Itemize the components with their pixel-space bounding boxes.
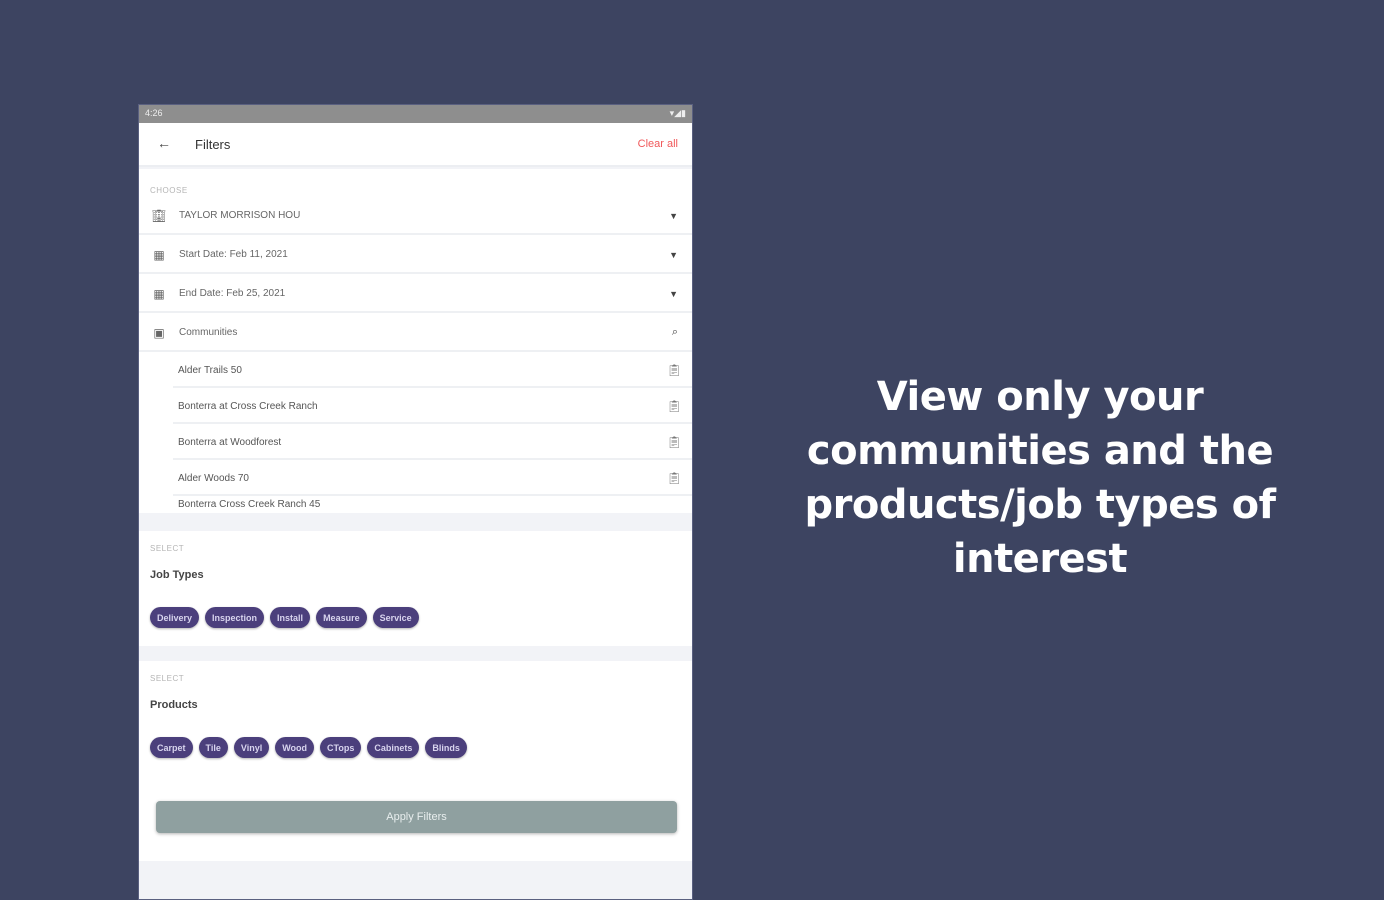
community-name: Bonterra at Woodforest xyxy=(178,436,282,448)
product-chips: Carpet Tile Vinyl Wood CTops Cabinets Bl… xyxy=(150,737,467,758)
community-name: Alder Trails 50 xyxy=(178,364,242,376)
chip-ctops[interactable]: CTops xyxy=(320,737,362,758)
community-name: Bonterra at Cross Creek Ranch xyxy=(178,400,318,412)
chip-measure[interactable]: Measure xyxy=(316,607,367,628)
chevron-down-icon: ▼ xyxy=(669,249,678,260)
chip-service[interactable]: Service xyxy=(372,607,419,628)
clipboard-icon[interactable]: 📋︎ xyxy=(666,471,682,485)
products-title: Products xyxy=(150,699,198,711)
chip-inspection[interactable]: Inspection xyxy=(205,607,265,628)
chip-vinyl[interactable]: Vinyl xyxy=(233,737,270,758)
app-header: ← Filters Clear all xyxy=(139,123,692,167)
community-item[interactable]: Alder Trails 50 📋︎ xyxy=(173,354,692,388)
community-icon: ▣ xyxy=(153,325,165,340)
status-time: 4:26 xyxy=(145,108,163,118)
arrow-left-icon[interactable]: ← xyxy=(157,135,171,151)
builder-value: TAYLOR MORRISON HOU xyxy=(179,210,301,221)
chip-cabinets[interactable]: Cabinets xyxy=(367,737,420,758)
job-types-title: Job Types xyxy=(150,569,204,581)
communities-placeholder: Communities xyxy=(179,327,238,338)
clear-all-button[interactable]: Clear all xyxy=(637,138,678,150)
end-date-dropdown[interactable]: ▦ End Date: Feb 25, 2021 ▼ xyxy=(139,276,692,313)
chevron-down-icon: ▼ xyxy=(669,210,678,221)
community-item[interactable]: Bonterra at Woodforest 📋︎ xyxy=(173,426,692,460)
choose-label: CHOOSE xyxy=(150,186,188,195)
phone-screen: 4:26 ▾◢▮ ← Filters Clear all CHOOSE 🏢︎ TA… xyxy=(138,104,693,900)
end-date-value: End Date: Feb 25, 2021 xyxy=(179,288,286,299)
calendar-icon: ▦ xyxy=(153,286,165,301)
start-date-dropdown[interactable]: ▦ Start Date: Feb 11, 2021 ▼ xyxy=(139,237,692,274)
community-item[interactable]: Bonterra Cross Creek Ranch 45 xyxy=(173,497,692,513)
community-item[interactable]: Bonterra at Cross Creek Ranch 📋︎ xyxy=(173,390,692,424)
apply-filters-button[interactable]: Apply Filters xyxy=(156,801,677,833)
community-item[interactable]: Alder Woods 70 📋︎ xyxy=(173,462,692,496)
community-name: Alder Woods 70 xyxy=(178,472,249,484)
status-icons: ▾◢▮ xyxy=(669,108,686,118)
building-icon: 🏢︎ xyxy=(151,208,167,223)
clipboard-icon[interactable]: 📋︎ xyxy=(666,399,682,413)
search-icon: ⌕ xyxy=(671,326,678,338)
job-type-chips: Delivery Inspection Install Measure Serv… xyxy=(150,607,419,628)
chip-blinds[interactable]: Blinds xyxy=(425,737,467,758)
select-label: SELECT xyxy=(150,544,185,553)
page-title: Filters xyxy=(195,137,231,152)
promo-tagline: View only your communities and the produ… xyxy=(804,374,1276,582)
chevron-down-icon: ▼ xyxy=(669,288,678,299)
job-types-card: SELECT Job Types Delivery Inspection Ins… xyxy=(139,531,692,646)
choose-card: CHOOSE 🏢︎ TAYLOR MORRISON HOU ▼ ▦ Start Dat… xyxy=(139,169,692,513)
chip-install[interactable]: Install xyxy=(270,607,311,628)
clipboard-icon[interactable]: 📋︎ xyxy=(666,363,682,377)
community-name: Bonterra Cross Creek Ranch 45 xyxy=(178,499,321,510)
start-date-value: Start Date: Feb 11, 2021 xyxy=(179,249,288,260)
select-label: SELECT xyxy=(150,674,185,683)
chip-wood[interactable]: Wood xyxy=(275,737,315,758)
builder-dropdown[interactable]: 🏢︎ TAYLOR MORRISON HOU ▼ xyxy=(139,198,692,235)
calendar-icon: ▦ xyxy=(153,247,165,262)
chip-tile[interactable]: Tile xyxy=(198,737,228,758)
chip-carpet[interactable]: Carpet xyxy=(150,737,193,758)
communities-search[interactable]: ▣ Communities ⌕ xyxy=(139,315,692,352)
chip-delivery[interactable]: Delivery xyxy=(150,607,200,628)
status-bar: 4:26 ▾◢▮ xyxy=(139,105,692,123)
clipboard-icon[interactable]: 📋︎ xyxy=(666,435,682,449)
